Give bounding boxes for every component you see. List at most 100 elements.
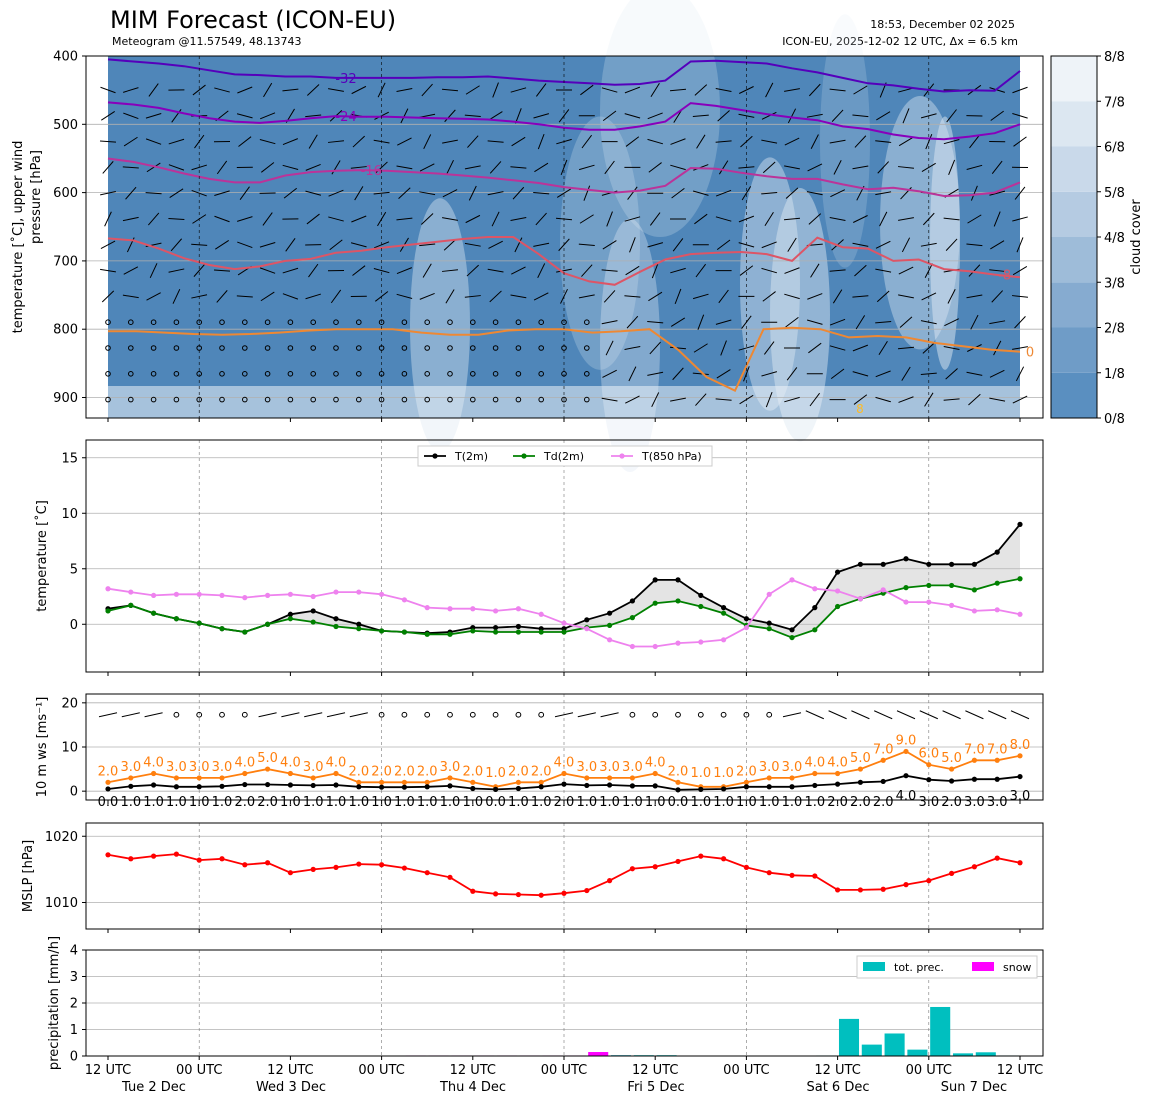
wind-gust-point	[196, 775, 202, 781]
wind-barb	[419, 292, 435, 300]
wind-barb	[809, 392, 821, 407]
td2m-point	[151, 610, 157, 616]
wind-barb	[1012, 266, 1028, 276]
wind-barb	[122, 294, 139, 299]
wind-barb	[419, 243, 436, 247]
wind-barb	[373, 268, 390, 274]
wind-barb	[123, 112, 139, 120]
wind-barb	[305, 163, 321, 171]
wind-barb	[628, 366, 637, 382]
wind-barb	[146, 292, 161, 301]
wind-gust-label: 2.0	[394, 764, 415, 779]
t2m-point	[675, 577, 681, 583]
wind-barb	[695, 393, 707, 406]
wind-barb	[533, 242, 550, 247]
wind-gust-point	[128, 775, 134, 781]
wind-barb	[718, 289, 729, 304]
calm-wind-marker	[287, 396, 294, 403]
wind-mean-point	[652, 783, 658, 789]
forecast-timestamp: 18:53, December 02 2025	[870, 18, 1015, 31]
td2m-point	[242, 629, 248, 635]
wind-barb	[762, 291, 776, 302]
wind-barb	[465, 85, 480, 95]
wind-barb	[510, 294, 527, 299]
td2m-point	[310, 619, 316, 625]
wind-gust-point	[857, 766, 864, 772]
time-tick-label: 12 UTC	[814, 1063, 860, 1078]
wind-barb	[829, 318, 846, 326]
calm-wind-marker	[401, 345, 408, 351]
calm-wind-marker	[333, 396, 339, 403]
t850-point	[584, 626, 590, 632]
calm-wind-marker	[173, 345, 180, 351]
calm-wind-marker	[561, 319, 567, 326]
wind-barb	[192, 84, 206, 96]
calm-wind-marker	[629, 711, 636, 718]
wind-barb	[170, 238, 183, 252]
wind-mean-point	[743, 784, 750, 790]
calm-wind-marker	[470, 345, 476, 351]
wind-gust-label: 4.0	[554, 756, 575, 771]
wind-ytick-label: 20	[61, 696, 78, 711]
wind-barb	[829, 269, 846, 272]
wind-gust-point	[561, 770, 567, 777]
td2m-point	[629, 615, 636, 621]
wind-barb	[876, 290, 890, 303]
calm-wind-marker	[492, 371, 499, 377]
wind-gust-point	[470, 779, 476, 785]
wind-mean-point	[470, 785, 476, 792]
surface-wind-barb	[782, 712, 802, 718]
wind-barb	[898, 217, 914, 221]
wind-barb	[943, 398, 960, 401]
t850-point	[424, 605, 430, 611]
wind-gust-label: 3.0	[189, 760, 210, 775]
surface-wind-barb	[600, 712, 619, 718]
wind-barb	[512, 186, 525, 200]
t850-point	[1017, 611, 1023, 617]
colorbar-tick-label: 2/8	[1104, 322, 1125, 337]
wind-barb	[696, 134, 706, 149]
wind-barb	[352, 135, 365, 148]
calm-wind-marker	[469, 711, 476, 718]
wind-mean-point	[766, 784, 772, 790]
t850-point	[287, 591, 293, 597]
wind-mean-point	[128, 783, 134, 789]
mslp-point	[652, 864, 658, 870]
wind-mean-label: 1.0	[394, 795, 415, 810]
time-tick-label: 00 UTC	[358, 1063, 404, 1078]
t850-point	[926, 599, 932, 605]
wind-barb	[191, 189, 207, 197]
wind-barb	[125, 186, 137, 200]
wind-gust-label: 2.0	[508, 764, 529, 779]
wind-gust-point	[310, 775, 316, 781]
wind-barb	[877, 161, 890, 174]
wind-barb	[1011, 295, 1029, 298]
wind-barb	[989, 369, 1005, 378]
surface-wind-barb	[577, 712, 596, 718]
calm-wind-marker	[538, 319, 545, 326]
wind-barb	[602, 369, 617, 378]
t850-point	[401, 597, 407, 603]
calm-wind-marker	[538, 371, 545, 377]
wind-barb	[601, 87, 618, 93]
wind-barb	[784, 396, 800, 403]
calm-wind-marker	[333, 319, 339, 326]
t2m-point	[721, 605, 727, 611]
temp-frame	[85, 439, 1044, 673]
wind-barb	[626, 315, 639, 329]
wind-barb	[647, 112, 663, 120]
wind-mean-label: 2.0	[234, 795, 255, 810]
wind-barb	[765, 82, 774, 98]
wind-barb	[467, 135, 479, 148]
wind-barb	[808, 342, 822, 354]
wind-barb	[1015, 366, 1025, 382]
mslp-point	[584, 887, 590, 894]
td2m-point	[515, 629, 522, 635]
wind-barb	[606, 211, 613, 227]
td2m-point	[219, 626, 225, 632]
wind-barb	[601, 397, 618, 402]
wind-mean-label: 1.0	[713, 795, 734, 810]
calm-wind-marker	[697, 711, 704, 718]
t850-point	[219, 592, 225, 599]
wind-gust-point	[538, 779, 544, 785]
